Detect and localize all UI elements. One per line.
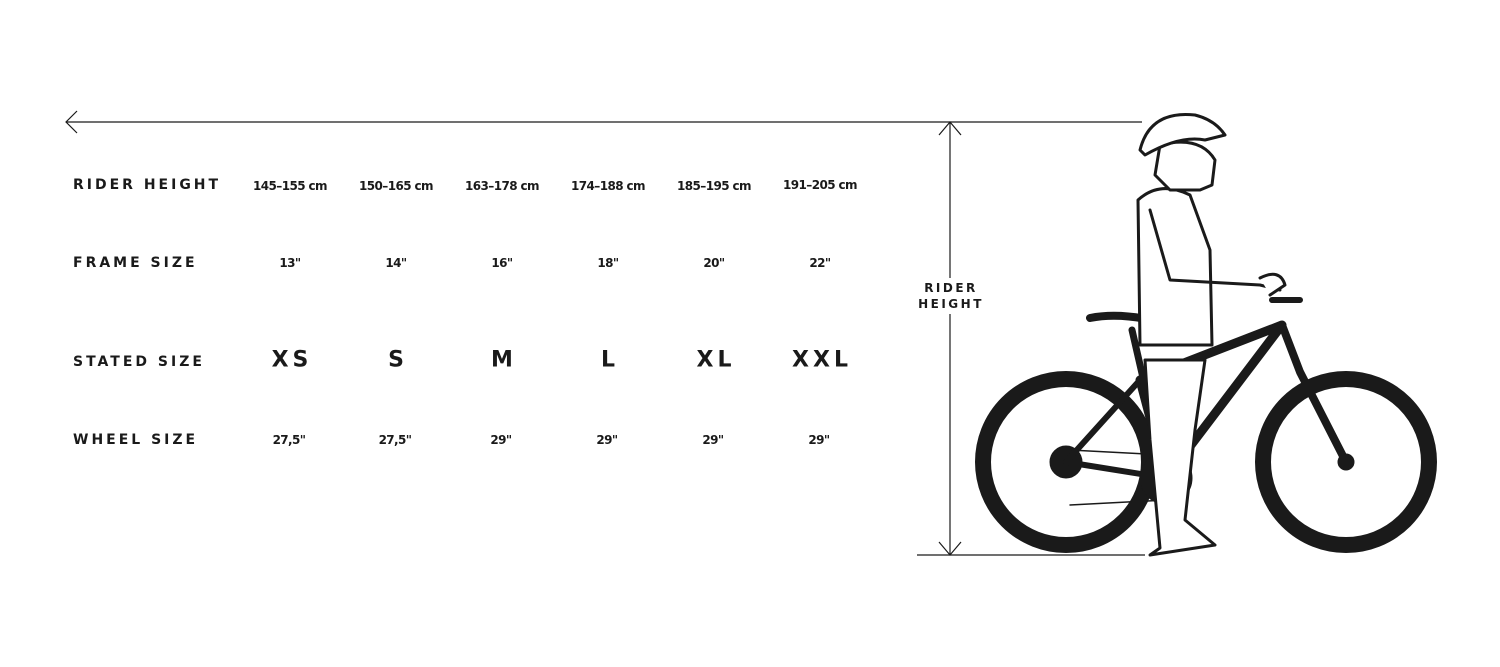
frame-size-cell: 18" [597,256,619,270]
wheel-size-cell: 29" [808,433,830,447]
rider-height-cell: 191–205 cm [783,178,858,192]
stated-size-cell: XL [696,347,736,373]
rider-height-cell: 185–195 cm [677,179,752,193]
dimension-label-line1: RIDER [924,281,978,295]
rider-height-cell: 174–188 cm [571,179,646,193]
wheel-size-cell: 27,5" [272,433,306,447]
rider-height-cell: 145–155 cm [253,179,328,193]
wheel-size-cell: 29" [702,433,724,447]
row-label-rider-height: RIDER HEIGHT [73,177,222,193]
stated-size-cell: L [600,347,620,373]
frame-size-cell: 13" [279,256,301,270]
arrow-left-icon [65,110,78,134]
stated-size-cell: XXL [792,347,852,373]
wheel-size-cell: 27,5" [378,433,412,447]
stated-size-cell: XS [271,347,313,373]
stated-size-cell: S [388,347,408,373]
wheel-size-cell: 29" [596,433,618,447]
rider-height-cell: 150–165 cm [359,179,434,193]
frame-size-cell: 14" [385,256,407,270]
frame-size-cell: 16" [491,256,513,270]
rider-height-cell: 163–178 cm [465,179,540,193]
wheel-size-cell: 29" [490,433,512,447]
frame-size-cell: 20" [703,256,725,270]
arrow-up-icon [938,121,962,136]
row-label-frame-size: FRAME SIZE [73,255,198,271]
dimension-label-line2: HEIGHT [918,297,984,311]
rider-height-dimension-label: RIDER HEIGHT [910,278,992,314]
stated-size-cell: M [491,347,517,373]
rider-icon [1136,112,1287,557]
row-label-stated-size: STATED SIZE [73,354,205,370]
frame-size-cell: 22" [809,256,831,270]
row-label-wheel-size: WHEEL SIZE [73,432,199,448]
